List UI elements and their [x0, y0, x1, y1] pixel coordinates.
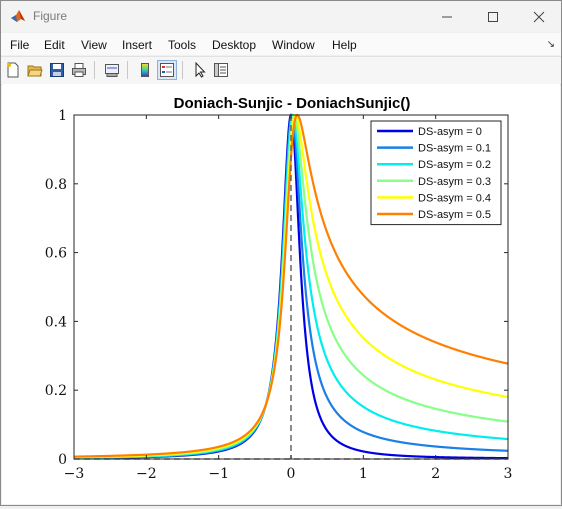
maximize-icon: [488, 11, 498, 22]
toolbar-separator: [182, 61, 183, 79]
legend-label: DS-asym = 0: [418, 126, 482, 138]
legend-box: [370, 120, 502, 226]
toolbar: [1, 56, 561, 85]
menu-edit[interactable]: Edit: [44, 38, 65, 52]
close-icon: [533, 11, 545, 22]
menu-file[interactable]: File: [10, 38, 30, 52]
edit-plot-icon: [195, 62, 206, 78]
insert-colorbar-icon: [141, 63, 149, 77]
x-tick-label: −3: [64, 466, 85, 482]
toolbar-separator: [94, 61, 95, 79]
legend[interactable]: DS-asym = 0 DS-asym = 0.1 DS-asym = 0.2 DS-…: [370, 120, 502, 226]
edit-plot-button[interactable]: [190, 60, 210, 80]
y-tick-label: 1: [58, 108, 67, 124]
legend-label: DS-asym = 0.4: [418, 192, 491, 204]
menu-desktop[interactable]: Desktop: [212, 38, 257, 52]
axes-box: [73, 114, 509, 460]
minimize-button[interactable]: [424, 1, 470, 32]
y-tick-label: 0.2: [45, 383, 67, 399]
menu-view[interactable]: View: [81, 38, 107, 52]
insert-legend-icon: [160, 63, 174, 77]
legend-label: DS-asym = 0.1: [418, 143, 491, 155]
x-tick-label: −1: [208, 466, 229, 482]
legend-label: DS-asym = 0.5: [418, 209, 491, 221]
chart-title: Doniach-Sunjic - DoniachSunjic(): [174, 95, 411, 112]
open-file-icon: [27, 65, 43, 77]
figure-canvas[interactable]: Doniach-Sunjic - DoniachSunjic() −3 −2 −1 0…: [2, 84, 560, 504]
print-button[interactable]: [69, 60, 89, 80]
menu-window[interactable]: Window: [272, 38, 315, 52]
print-icon: [72, 63, 86, 77]
link-plot-button[interactable]: [102, 60, 122, 80]
axis-ticks: −3 −2 −1 0 1 2 3 0 0.2 0.4 0.6 0.8 1: [45, 108, 513, 482]
minimize-icon: [442, 16, 452, 17]
save-icon: [50, 63, 64, 77]
title-bar: Figure: [1, 1, 561, 32]
property-inspector-button[interactable]: [211, 60, 231, 80]
y-tick-label: 0.8: [45, 177, 67, 193]
maximize-button[interactable]: [470, 1, 516, 32]
property-inspector-icon: [214, 63, 228, 77]
toolbar-separator: [127, 61, 128, 79]
menu-insert[interactable]: Insert: [122, 38, 153, 52]
link-plot-icon: [105, 64, 119, 77]
x-tick-label: −2: [136, 466, 157, 482]
new-figure-icon: [7, 62, 19, 78]
y-tick-label: 0: [58, 452, 67, 468]
menu-help[interactable]: Help: [332, 38, 357, 52]
y-tick-label: 0.4: [45, 314, 67, 330]
insert-legend-button[interactable]: [157, 60, 177, 80]
new-figure-button[interactable]: [3, 60, 23, 80]
plot-svg[interactable]: Doniach-Sunjic - DoniachSunjic() −3 −2 −1 0…: [2, 84, 560, 504]
insert-colorbar-button[interactable]: [135, 60, 155, 80]
x-tick-label: 1: [359, 466, 368, 482]
y-tick-label: 0.6: [45, 246, 67, 262]
open-file-button[interactable]: [25, 60, 45, 80]
window-title: Figure: [33, 9, 68, 23]
close-button[interactable]: [516, 1, 562, 32]
dock-arrow-icon[interactable]: ↘: [546, 39, 555, 50]
menu-tools[interactable]: Tools: [168, 38, 197, 52]
x-tick-label: 2: [431, 466, 440, 482]
menu-bar: File Edit View Insert Tools Desktop Wind…: [1, 33, 561, 55]
legend-label: DS-asym = 0.2: [418, 159, 491, 171]
save-button[interactable]: [47, 60, 67, 80]
matlab-logo-icon: [10, 8, 26, 24]
x-tick-label: 0: [287, 466, 296, 482]
x-tick-label: 3: [504, 466, 513, 482]
legend-label: DS-asym = 0.3: [418, 176, 491, 188]
